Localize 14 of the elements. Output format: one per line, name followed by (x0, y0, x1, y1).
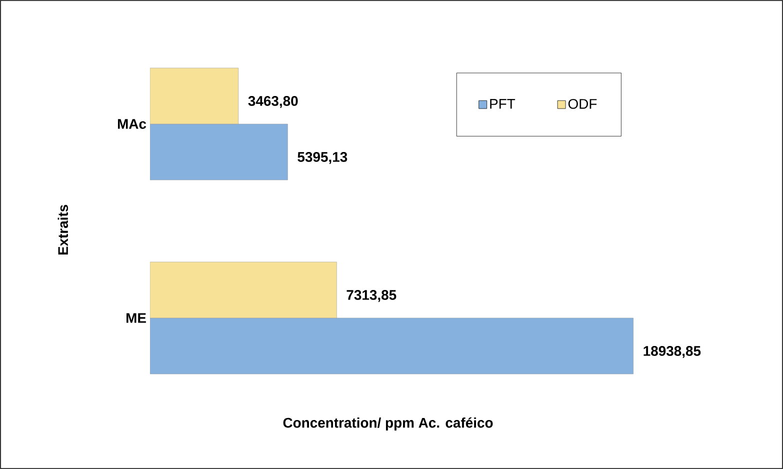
bar (150, 68, 239, 124)
bar (150, 124, 288, 180)
bar (150, 262, 337, 318)
data-label: 3463,80 (248, 96, 298, 108)
y-tick-label: ME (126, 313, 146, 323)
legend-label: PFT (490, 99, 516, 109)
y-tick-label: MAc (118, 119, 146, 129)
data-label: 18938,85 (644, 346, 701, 358)
data-label: 7313,85 (346, 290, 396, 302)
bar (150, 318, 634, 374)
data-label: 5395,13 (298, 152, 348, 164)
x-axis-title: Concentration/ ppm Ac. caféico (283, 417, 493, 430)
y-axis-title: Extraits (58, 204, 68, 255)
legend-label: ODF (568, 98, 597, 109)
